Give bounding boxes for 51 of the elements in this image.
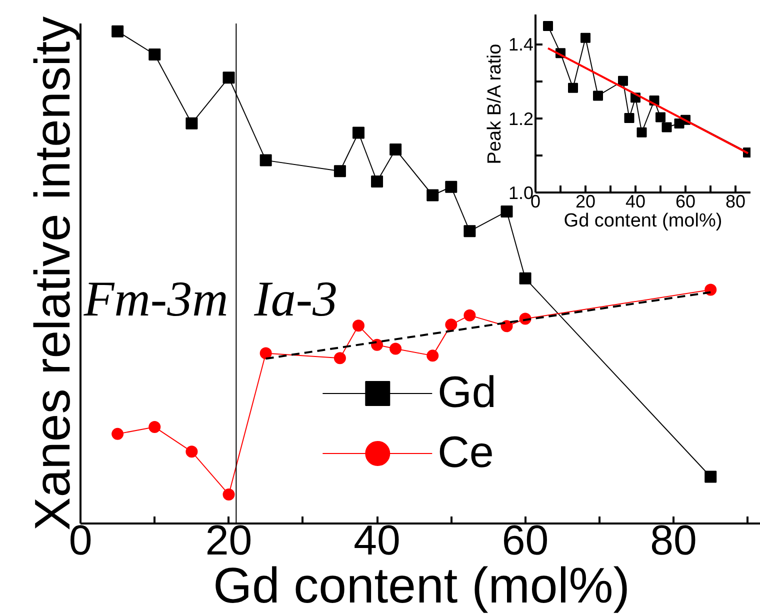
point	[662, 122, 672, 132]
point	[371, 338, 384, 351]
point	[260, 154, 272, 166]
point	[186, 117, 198, 130]
point	[334, 165, 346, 178]
annotation: Fm-3m	[82, 270, 228, 326]
annotation: Ia-3	[253, 270, 338, 326]
point	[352, 126, 364, 139]
x-tick-label: 20	[575, 192, 596, 212]
point	[593, 90, 603, 101]
point	[186, 446, 198, 458]
x-tick-label: 80	[650, 516, 697, 564]
point	[704, 284, 717, 296]
point	[636, 127, 647, 138]
point	[445, 180, 458, 193]
point	[426, 350, 439, 362]
point	[426, 189, 439, 202]
point	[148, 421, 161, 434]
point	[334, 352, 346, 364]
point	[222, 488, 235, 500]
point	[445, 318, 458, 331]
legend-label: Gd	[438, 367, 496, 419]
point	[519, 272, 532, 284]
point	[222, 72, 235, 84]
point	[543, 20, 553, 31]
point	[464, 309, 476, 322]
point	[704, 470, 717, 483]
x-tick-label: 80	[725, 192, 746, 212]
y-axis-title: Peak B/A ratio	[484, 44, 506, 164]
y-tick-label: 1.4	[508, 34, 534, 55]
point	[390, 143, 402, 156]
point	[618, 76, 628, 86]
point	[568, 82, 578, 93]
point	[580, 32, 590, 43]
point	[656, 112, 666, 122]
legend-label: Ce	[438, 427, 494, 479]
point	[500, 205, 513, 218]
x-axis-title: Gd content (mol%)	[564, 210, 722, 232]
point	[390, 342, 402, 355]
point	[624, 112, 634, 123]
point	[148, 48, 161, 61]
point	[112, 428, 124, 440]
point	[260, 347, 272, 360]
point	[112, 25, 124, 38]
x-tick-label: 60	[675, 192, 696, 212]
y-tick-label: 1.2	[508, 108, 534, 129]
point	[371, 175, 384, 188]
point	[464, 225, 476, 238]
point	[500, 320, 513, 332]
point	[352, 320, 364, 332]
x-tick-label: 40	[625, 192, 646, 212]
